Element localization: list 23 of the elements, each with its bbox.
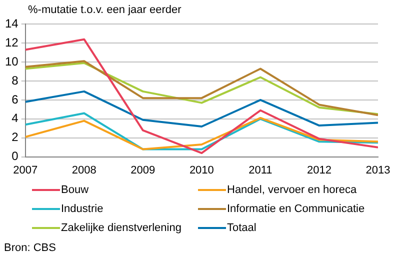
legend-label: Handel, vervoer en horeca: [227, 184, 357, 196]
y-tick-label: 10: [4, 54, 19, 68]
y-tick-label: 14: [4, 16, 19, 31]
x-tick-label: 2013: [366, 164, 390, 176]
y-tick-label: 2: [12, 130, 19, 144]
y-axis-title: %-mutatie t.o.v. een jaar eerder: [28, 4, 182, 16]
legend-label: Informatie en Communicatie: [227, 202, 365, 214]
y-tick-label: 8: [12, 73, 19, 88]
y-tick-label: 6: [12, 92, 19, 106]
legend-label: Totaal: [227, 222, 256, 234]
text: Bron: CBS: [4, 242, 56, 254]
x-tick-label: 2012: [306, 164, 332, 176]
y-tick-label: 4: [12, 111, 19, 126]
x-tick-label: 2008: [72, 164, 96, 176]
legend-label: Bouw: [61, 184, 89, 196]
y-tick-label: 12: [4, 35, 19, 50]
x-tick-label: 2007: [13, 164, 38, 176]
x-tick-label: 2011: [248, 164, 272, 176]
legend-label: Zakelijke dienstverlening: [61, 222, 182, 234]
y-tick-label: 0: [12, 149, 19, 164]
legend-label: Industrie: [61, 202, 104, 214]
x-tick-label: 2009: [130, 164, 156, 176]
x-tick-label: 2010: [189, 164, 214, 176]
